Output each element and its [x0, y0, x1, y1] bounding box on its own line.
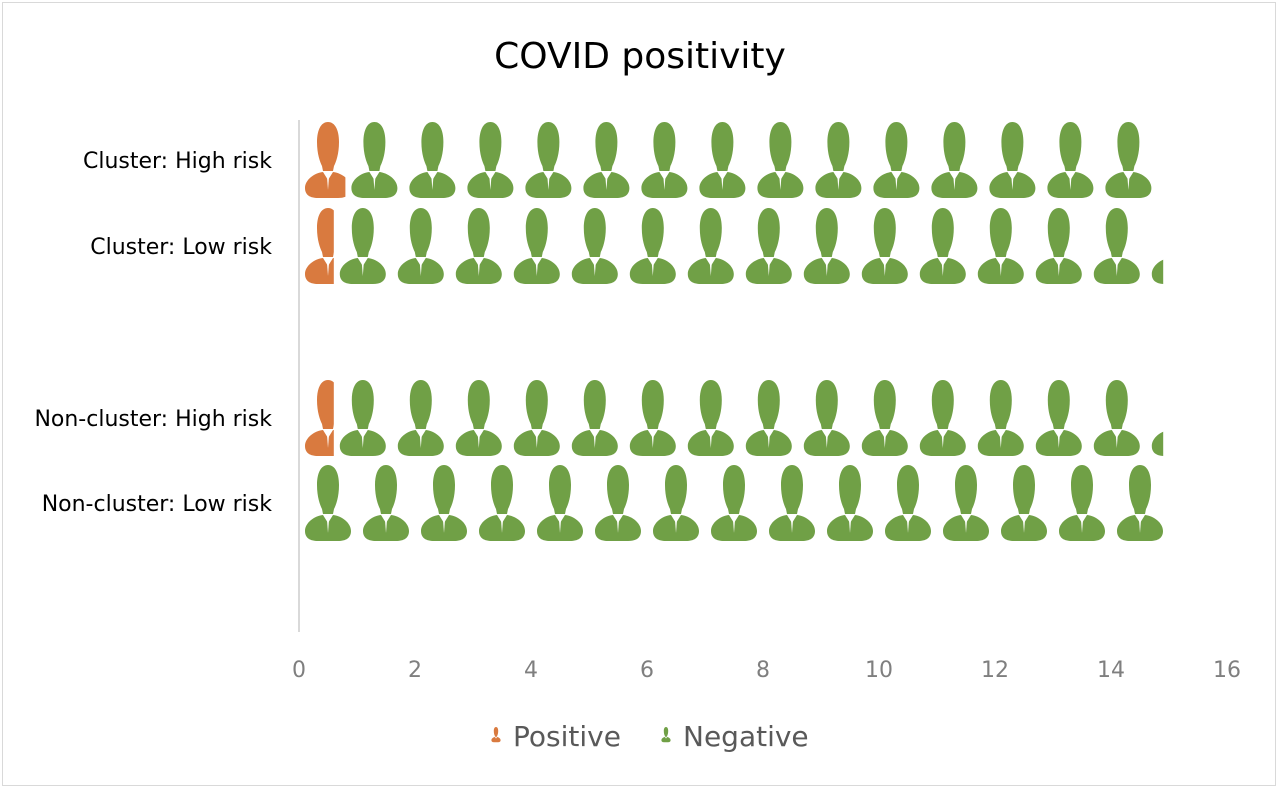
person-negative-icon: [1059, 465, 1105, 541]
person-negative-icon: [595, 465, 641, 541]
legend-item: Positive: [491, 720, 621, 753]
x-tick-label: 8: [756, 658, 770, 683]
x-tick-label: 0: [292, 658, 306, 683]
person-negative-icon: [397, 208, 444, 284]
legend: Positive Negative: [491, 720, 809, 753]
person-negative-icon: [339, 208, 386, 284]
person-negative-icon: [1163, 122, 1209, 198]
person-negative-icon: [397, 380, 444, 456]
person-negative-icon: [1117, 465, 1163, 541]
bar-positive: [305, 208, 334, 284]
person-negative-icon: [339, 380, 386, 456]
person-negative-icon: [455, 208, 502, 284]
person-negative-icon: [629, 208, 676, 284]
person-negative-icon: [885, 465, 931, 541]
person-negative-icon: [525, 122, 572, 198]
person-negative-icon: [1151, 431, 1164, 456]
person-negative-icon: [757, 122, 804, 198]
person-negative-icon: [629, 380, 676, 456]
bar-negative: [351, 122, 1209, 198]
x-tick-label: 6: [640, 658, 654, 683]
person-negative-icon: [479, 465, 525, 541]
person-negative-icon: [873, 122, 920, 198]
person-negative-icon: [861, 208, 908, 284]
person-negative-icon: [571, 208, 618, 284]
chart-title: COVID positivity: [494, 36, 786, 77]
person-negative-icon: [513, 380, 560, 456]
x-tick-label: 16: [1213, 658, 1241, 683]
person-negative-icon: [745, 208, 792, 284]
person-negative-icon: [1035, 208, 1082, 284]
person-negative-icon: [861, 380, 908, 456]
category-label: Non-cluster: High risk: [34, 407, 272, 432]
person-negative-icon: [919, 380, 966, 456]
person-negative-icon: [1105, 122, 1152, 198]
person-negative-icon: [305, 465, 351, 541]
person-negative-icon: [745, 380, 792, 456]
category-labels: Cluster: High risk Cluster: Low risk Non-c…: [34, 149, 272, 517]
person-negative-icon: [977, 380, 1024, 456]
person-negative-icon: [571, 380, 618, 456]
person-negative-icon: [815, 122, 862, 198]
person-negative-icon: [1035, 380, 1082, 456]
person-negative-icon: [977, 208, 1024, 284]
bars: [305, 122, 1209, 541]
person-negative-icon: [687, 380, 734, 456]
person-negative-icon: [641, 122, 688, 198]
bar-negative: [339, 380, 1164, 456]
x-tick-labels: 0 2 4 6 8 10 12 14 16: [292, 658, 1241, 683]
person-negative-icon: [351, 122, 398, 198]
person-negative-icon: [1047, 122, 1094, 198]
person-negative-icon: [769, 465, 815, 541]
person-negative-icon: [467, 122, 514, 198]
category-label: Non-cluster: Low risk: [42, 492, 273, 517]
person-negative-icon: [687, 208, 734, 284]
person-negative-icon: [699, 122, 746, 198]
person-negative-icon: [421, 465, 467, 541]
legend-item: Negative: [661, 720, 809, 753]
person-negative-icon: [537, 465, 583, 541]
person-positive-icon: [305, 208, 334, 284]
person-negative-icon: [827, 465, 873, 541]
person-negative-icon: [513, 208, 560, 284]
person-negative-icon: [409, 122, 456, 198]
category-label: Cluster: High risk: [83, 149, 272, 174]
person-negative-icon: [943, 465, 989, 541]
person-negative-icon: [653, 465, 699, 541]
person-negative-icon: [931, 122, 978, 198]
bar-negative: [339, 208, 1164, 284]
x-tick-label: 10: [865, 658, 893, 683]
person-negative-icon: [803, 380, 850, 456]
x-tick-label: 12: [981, 658, 1009, 683]
person-negative-icon: [711, 465, 757, 541]
bar-negative: [305, 465, 1163, 541]
bar-positive: [305, 122, 346, 198]
person-positive-icon: [305, 380, 334, 456]
person-negative-icon: [1151, 259, 1164, 284]
bar-positive: [305, 380, 334, 456]
person-negative-icon: [1001, 465, 1047, 541]
person-negative-icon: [363, 465, 409, 541]
person-negative-icon: [1093, 208, 1140, 284]
person-negative-icon: [919, 208, 966, 284]
category-label: Cluster: Low risk: [90, 235, 272, 260]
person-negative-icon: [455, 380, 502, 456]
legend-person-icon: [661, 727, 671, 743]
person-negative-icon: [803, 208, 850, 284]
person-negative-icon: [1093, 380, 1140, 456]
x-tick-label: 2: [408, 658, 422, 683]
legend-label: Positive: [513, 720, 621, 753]
legend-label: Negative: [683, 720, 809, 753]
x-tick-label: 4: [524, 658, 538, 683]
x-tick-label: 14: [1097, 658, 1125, 683]
person-negative-icon: [989, 122, 1036, 198]
person-positive-icon: [305, 122, 346, 198]
legend-person-icon: [491, 727, 501, 743]
person-negative-icon: [583, 122, 630, 198]
